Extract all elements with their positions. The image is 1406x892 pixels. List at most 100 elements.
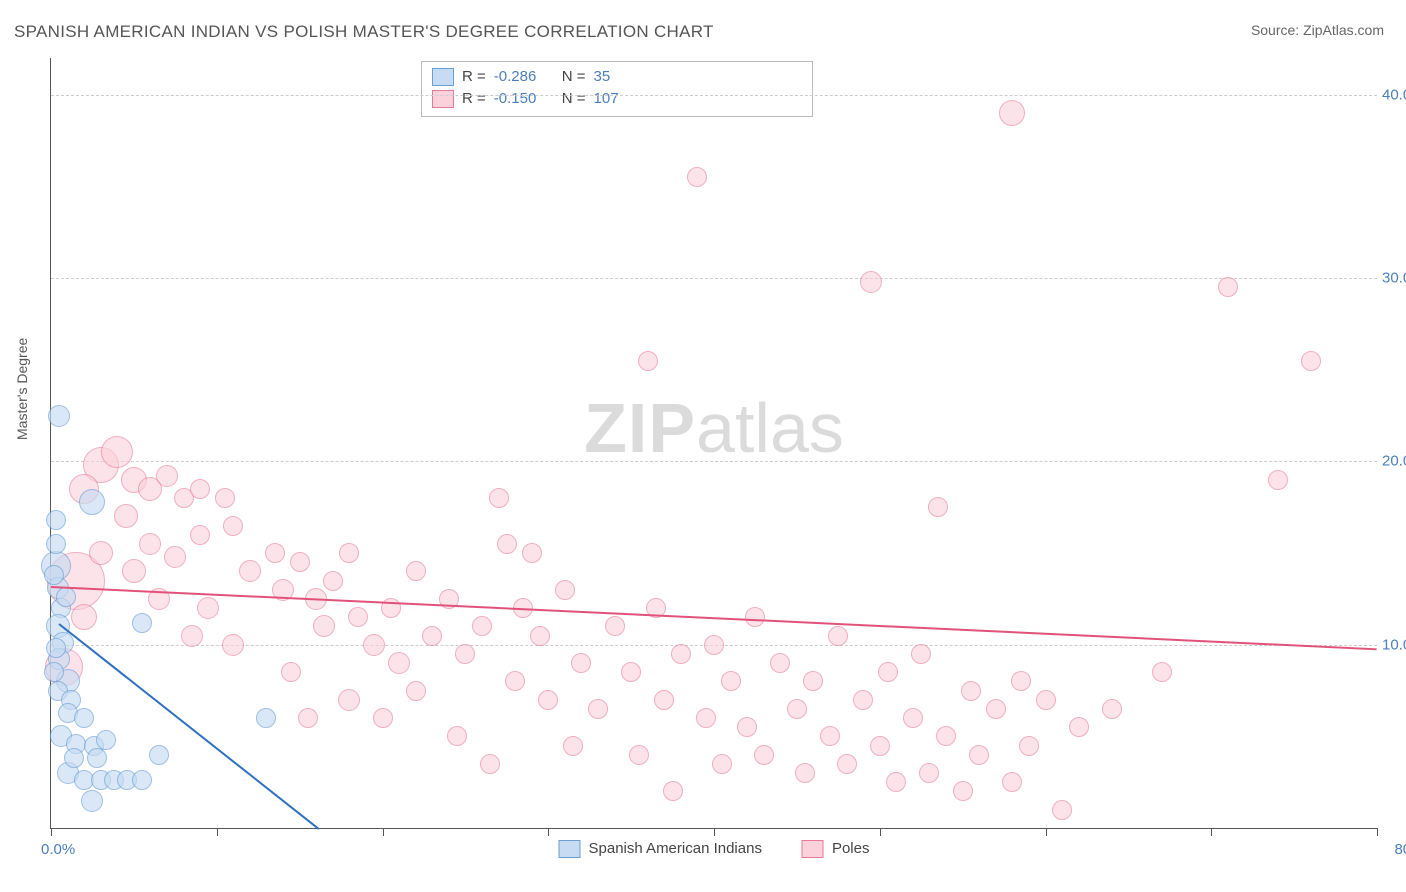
data-point-poles	[530, 626, 550, 646]
gridline	[51, 461, 1377, 462]
legend-item-poles: Poles	[802, 840, 870, 858]
source-link[interactable]: ZipAtlas.com	[1303, 22, 1384, 38]
data-point-poles	[671, 644, 691, 664]
data-point-poles	[828, 626, 848, 646]
stats-row-sai: R = -0.286 N = 35	[432, 66, 802, 88]
data-point-poles	[737, 717, 757, 737]
r-label: R =	[462, 88, 486, 110]
data-point-sai	[87, 748, 107, 768]
x-tick	[1211, 828, 1212, 836]
data-point-poles	[156, 465, 178, 487]
data-point-poles	[870, 736, 890, 756]
data-point-poles	[853, 690, 873, 710]
data-point-poles	[388, 652, 410, 674]
source-prefix: Source:	[1251, 22, 1303, 38]
data-point-poles	[795, 763, 815, 783]
data-point-poles	[654, 690, 674, 710]
data-point-poles	[497, 534, 517, 554]
legend-item-sai: Spanish American Indians	[559, 840, 762, 858]
data-point-poles	[999, 100, 1025, 126]
x-tick	[383, 828, 384, 836]
data-point-poles	[472, 616, 492, 636]
watermark-zip: ZIP	[584, 389, 696, 467]
watermark-atlas: atlas	[696, 389, 844, 467]
data-point-poles	[1052, 800, 1072, 820]
data-point-poles	[101, 436, 133, 468]
data-point-poles	[1102, 699, 1122, 719]
y-tick-label: 30.0%	[1382, 270, 1406, 287]
gridline	[51, 278, 1377, 279]
data-point-poles	[122, 559, 146, 583]
data-point-poles	[903, 708, 923, 728]
data-point-poles	[522, 543, 542, 563]
data-point-poles	[281, 662, 301, 682]
data-point-poles	[571, 653, 591, 673]
source-attribution: Source: ZipAtlas.com	[1251, 22, 1384, 38]
data-point-sai	[44, 662, 64, 682]
data-point-poles	[298, 708, 318, 728]
watermark: ZIPatlas	[584, 388, 844, 468]
data-point-poles	[860, 271, 882, 293]
data-point-poles	[803, 671, 823, 691]
scatter-plot: ZIPatlas R = -0.286 N = 35 R = -0.150 N …	[50, 58, 1377, 829]
x-tick-label: 0.0%	[41, 841, 75, 858]
data-point-poles	[953, 781, 973, 801]
data-point-sai	[64, 748, 84, 768]
x-tick	[548, 828, 549, 836]
data-point-poles	[961, 681, 981, 701]
x-tick	[880, 828, 881, 836]
data-point-poles	[190, 525, 210, 545]
data-point-sai	[149, 745, 169, 765]
data-point-poles	[969, 745, 989, 765]
chart-title: SPANISH AMERICAN INDIAN VS POLISH MASTER…	[14, 22, 714, 42]
legend-swatch-poles	[802, 840, 824, 858]
data-point-poles	[754, 745, 774, 765]
data-point-poles	[745, 607, 765, 627]
data-point-poles	[480, 754, 500, 774]
data-point-poles	[1011, 671, 1031, 691]
data-point-poles	[406, 561, 426, 581]
legend-label-sai: Spanish American Indians	[589, 840, 762, 857]
data-point-poles	[447, 726, 467, 746]
data-point-poles	[820, 726, 840, 746]
swatch-poles	[432, 90, 454, 108]
r-label: R =	[462, 66, 486, 88]
data-point-poles	[1036, 690, 1056, 710]
x-tick	[51, 828, 52, 836]
data-point-poles	[89, 541, 113, 565]
data-point-poles	[663, 781, 683, 801]
data-point-poles	[721, 671, 741, 691]
x-tick-label: 80.0%	[1394, 841, 1406, 858]
data-point-poles	[215, 488, 235, 508]
swatch-sai	[432, 68, 454, 86]
data-point-sai	[132, 770, 152, 790]
data-point-poles	[139, 533, 161, 555]
x-tick	[1046, 828, 1047, 836]
data-point-poles	[919, 763, 939, 783]
data-point-sai	[46, 510, 66, 530]
data-point-poles	[265, 543, 285, 563]
data-point-poles	[638, 351, 658, 371]
data-point-poles	[605, 616, 625, 636]
legend-label-poles: Poles	[832, 840, 870, 857]
data-point-poles	[164, 546, 186, 568]
data-point-poles	[348, 607, 368, 627]
stats-row-poles: R = -0.150 N = 107	[432, 88, 802, 110]
data-point-poles	[704, 635, 724, 655]
data-point-sai	[96, 730, 116, 750]
series-legend: Spanish American Indians Poles	[559, 840, 870, 858]
data-point-poles	[837, 754, 857, 774]
data-point-poles	[1152, 662, 1172, 682]
data-point-poles	[222, 634, 244, 656]
n-value-poles: 107	[594, 88, 654, 110]
r-value-poles: -0.150	[494, 88, 554, 110]
data-point-sai	[56, 587, 76, 607]
data-point-sai	[44, 565, 64, 585]
data-point-poles	[223, 516, 243, 536]
data-point-poles	[338, 689, 360, 711]
data-point-sai	[46, 534, 66, 554]
data-point-poles	[190, 479, 210, 499]
r-value-sai: -0.286	[494, 66, 554, 88]
data-point-poles	[197, 597, 219, 619]
data-point-poles	[687, 167, 707, 187]
